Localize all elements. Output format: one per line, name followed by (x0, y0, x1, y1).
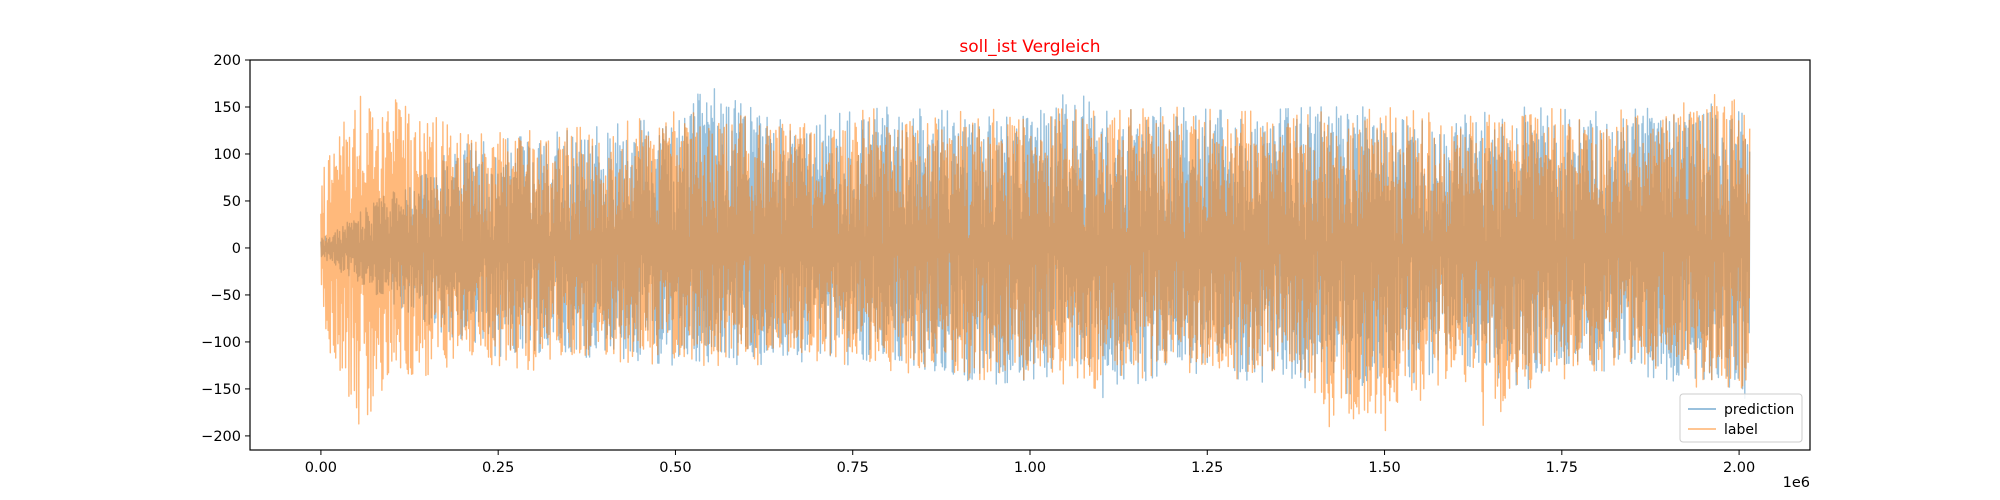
x-tick-label: 1.25 (1191, 460, 1223, 476)
legend-box (1679, 393, 1803, 443)
y-tick-label: 50 (223, 194, 241, 210)
x-tick-label: 1.00 (1014, 460, 1046, 476)
x-tick-label: 1.75 (1546, 460, 1578, 476)
x-tick-label: 2.00 (1723, 460, 1755, 476)
y-tick-label: −50 (210, 288, 241, 304)
y-tick-label: 200 (213, 53, 241, 69)
y-tick-label: 100 (213, 147, 241, 163)
legend: prediction label (1679, 393, 1803, 443)
y-tick-label: 150 (213, 100, 241, 116)
y-tick-label: 0 (232, 241, 241, 257)
x-axis: 0.00 0.25 0.50 0.75 1.00 1.25 1.50 1.75 2.00 (305, 450, 1755, 476)
chart-title: soll_ist Vergleich (959, 37, 1100, 57)
y-tick-label: −100 (201, 335, 241, 351)
legend-label-label: label (1724, 422, 1758, 438)
x-tick-label: 0.25 (482, 460, 514, 476)
x-tick-label: 0.75 (837, 460, 869, 476)
series-layer (320, 88, 1751, 432)
x-tick-label: 0.00 (305, 460, 337, 476)
legend-label-prediction: prediction (1724, 402, 1794, 418)
series-line-label (320, 94, 1751, 432)
y-tick-label: −150 (201, 382, 241, 398)
y-axis: −200 −150 −100 −50 0 50 100 150 200 (201, 53, 250, 445)
x-tick-label: 1.50 (1368, 460, 1400, 476)
x-offset-label: 1e6 (1783, 475, 1810, 491)
y-tick-label: −200 (201, 429, 241, 445)
x-tick-label: 0.50 (659, 460, 691, 476)
